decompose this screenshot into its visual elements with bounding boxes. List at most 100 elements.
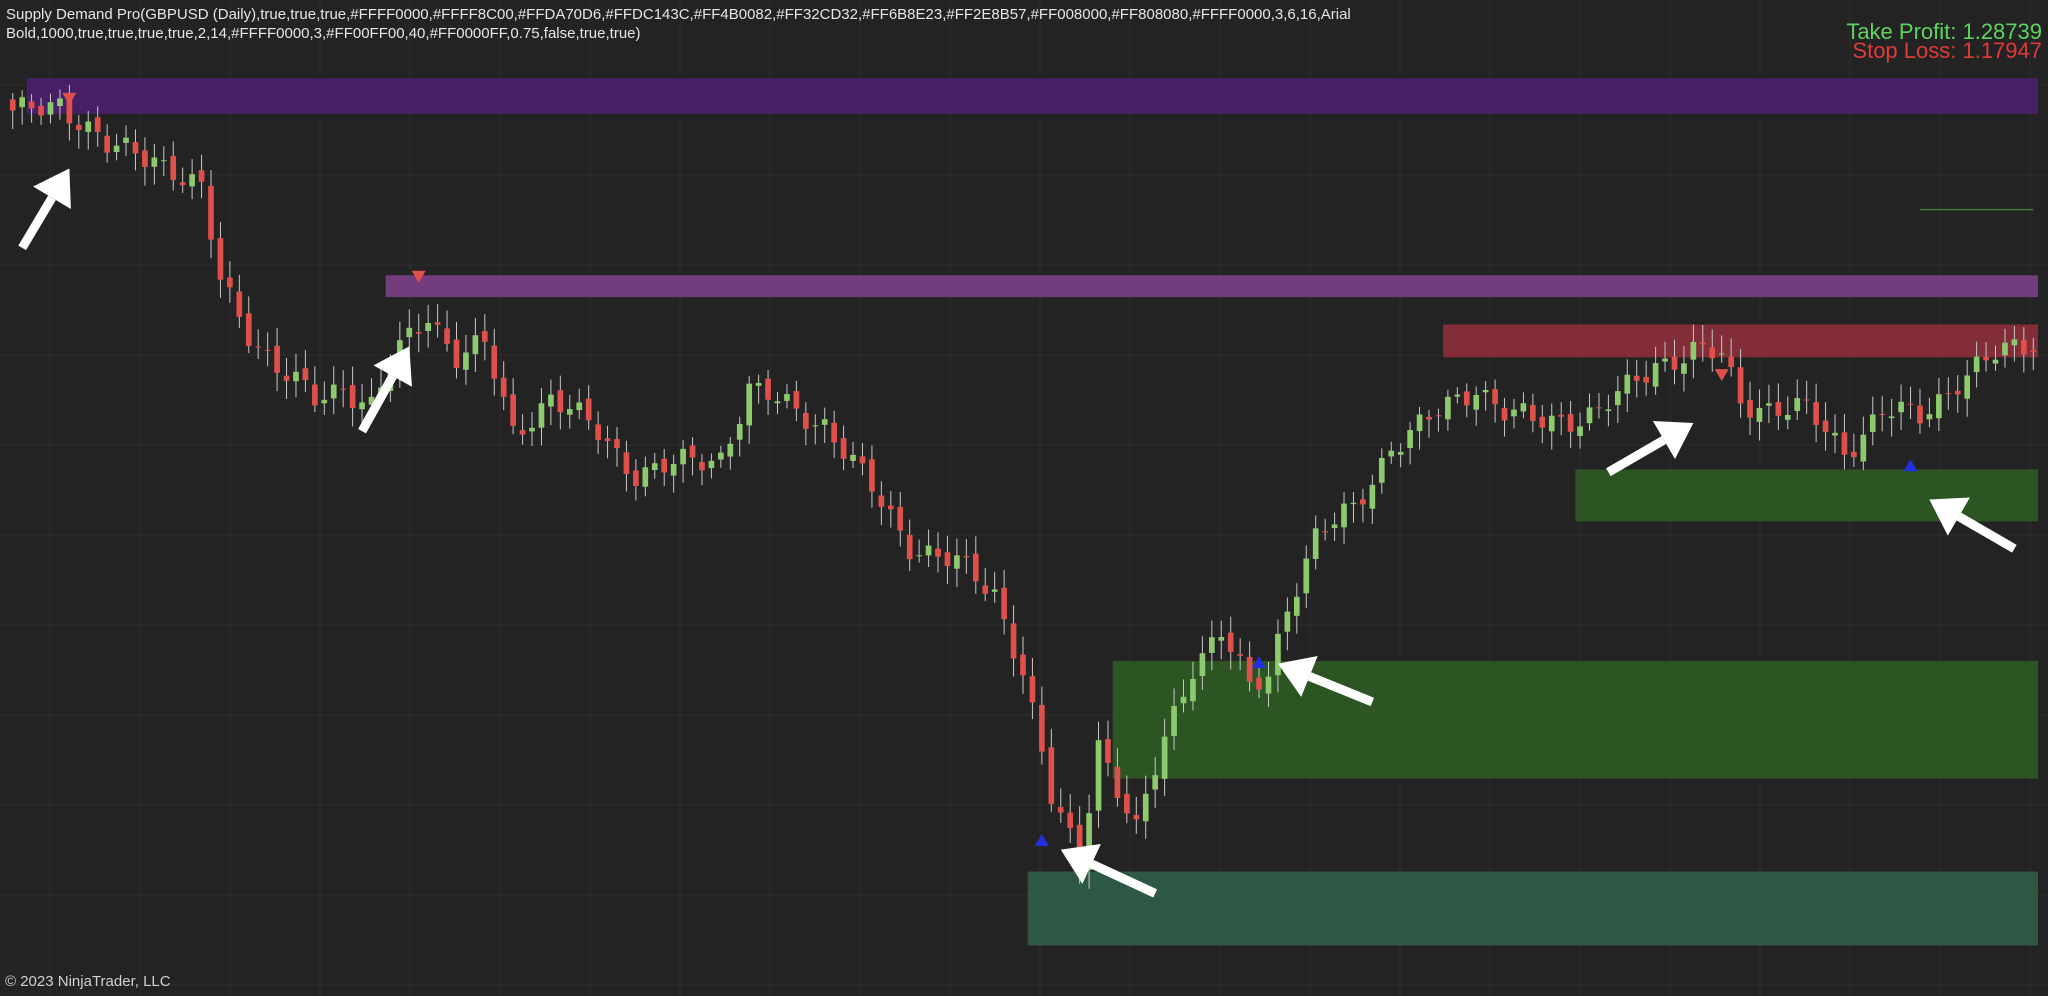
bear-candle [66, 94, 73, 124]
bull-candle [812, 425, 819, 427]
bear-candle [1010, 623, 1017, 659]
bull-candle [1794, 398, 1801, 411]
bull-candle [1303, 558, 1310, 594]
bear-candle [75, 124, 82, 131]
bear-candle [283, 375, 290, 381]
bull-candle [718, 452, 724, 460]
bear-candle [1246, 656, 1253, 682]
bull-candle [1152, 775, 1159, 790]
bear-candle [104, 135, 110, 153]
bear-candle [887, 505, 894, 510]
bull-candle [1718, 353, 1725, 355]
bear-candle [245, 313, 252, 346]
bear-candle [179, 182, 186, 186]
bear-candle [1001, 587, 1007, 620]
bull-candle [651, 463, 658, 471]
bear-candle [1699, 342, 1706, 345]
bull-candle [293, 371, 299, 382]
bull-candle [1605, 409, 1612, 412]
bear-candle [340, 388, 347, 390]
bear-candle [963, 556, 970, 558]
bull-candle [954, 555, 960, 569]
bull-candle [189, 174, 195, 187]
bull-candle [1926, 414, 1933, 420]
bear-candle [227, 277, 233, 288]
arrow-shaft [18, 195, 56, 251]
bull-candle [1869, 414, 1876, 432]
bull-candle [1209, 637, 1215, 653]
bear-candle [906, 534, 913, 560]
bull-candle [670, 464, 677, 476]
bull-candle [85, 121, 92, 132]
annotation-arrow-icon [1277, 656, 1375, 707]
bear-candle [1029, 676, 1036, 703]
arrow-head [373, 346, 412, 387]
bull-candle [850, 454, 856, 461]
bull-candle [330, 384, 337, 399]
buy-signal-icon [1252, 656, 1267, 669]
bull-candle [425, 323, 431, 332]
bull-candle [1662, 358, 1668, 362]
bear-candle [142, 150, 148, 168]
bear-candle [434, 322, 441, 325]
bull-candle [1992, 359, 1999, 364]
bear-candle [1539, 416, 1546, 428]
bear-candle [1728, 356, 1734, 367]
bear-candle [869, 459, 875, 492]
demand-zone [1575, 469, 2038, 522]
bear-candle [1322, 531, 1328, 533]
bear-candle [236, 291, 243, 317]
bull-candle [1756, 407, 1763, 422]
bear-candle [1841, 432, 1848, 455]
bull-candle [1341, 503, 1347, 528]
bull-candle [2002, 342, 2008, 356]
annotation-arrow-icon [1606, 420, 1694, 477]
bear-candle [1039, 704, 1045, 752]
bull-candle [123, 137, 129, 143]
bear-candle [1256, 677, 1262, 690]
bear-candle [1945, 393, 1952, 395]
bull-candle [406, 327, 413, 338]
bear-candle [1020, 654, 1026, 676]
bull-candle [991, 589, 998, 592]
annotation-arrows [18, 168, 2017, 898]
bear-candle [604, 438, 611, 442]
bear-candle [208, 185, 214, 240]
bull-candle [1511, 409, 1517, 417]
bear-candle [1558, 414, 1565, 417]
bear-candle [1057, 807, 1064, 813]
bull-candle [1624, 374, 1631, 394]
bull-candle [1860, 434, 1867, 462]
bear-candle [349, 385, 356, 409]
bear-candle [2030, 350, 2037, 352]
bear-candle [519, 430, 526, 435]
bear-candle [840, 438, 847, 459]
candlestick-series [9, 84, 2037, 889]
bear-candle [217, 238, 224, 280]
bull-candle [1473, 394, 1480, 410]
bear-candle [1983, 356, 1989, 361]
bull-candle [1577, 426, 1583, 437]
bear-candle [1709, 347, 1716, 359]
buy-signal-icon [1903, 459, 1918, 472]
arrow-head [1277, 656, 1318, 697]
bull-candle [1586, 407, 1593, 424]
bear-candle [623, 452, 630, 475]
bull-candle [1520, 403, 1527, 412]
bear-candle [1133, 815, 1140, 820]
bear-candle [500, 377, 507, 397]
bear-candle [1747, 400, 1753, 418]
bull-candle [680, 448, 686, 465]
bear-candle [1492, 389, 1498, 405]
bull-candle [57, 98, 63, 107]
bull-candle [368, 396, 375, 405]
bear-candle [1124, 793, 1130, 814]
bull-candle [1142, 793, 1149, 822]
bear-candle [1879, 413, 1886, 415]
bull-candle [1548, 415, 1555, 432]
bear-candle [1851, 451, 1857, 458]
bear-candle [444, 328, 450, 344]
arrow-head [1652, 420, 1694, 460]
bull-candle [1086, 813, 1092, 871]
